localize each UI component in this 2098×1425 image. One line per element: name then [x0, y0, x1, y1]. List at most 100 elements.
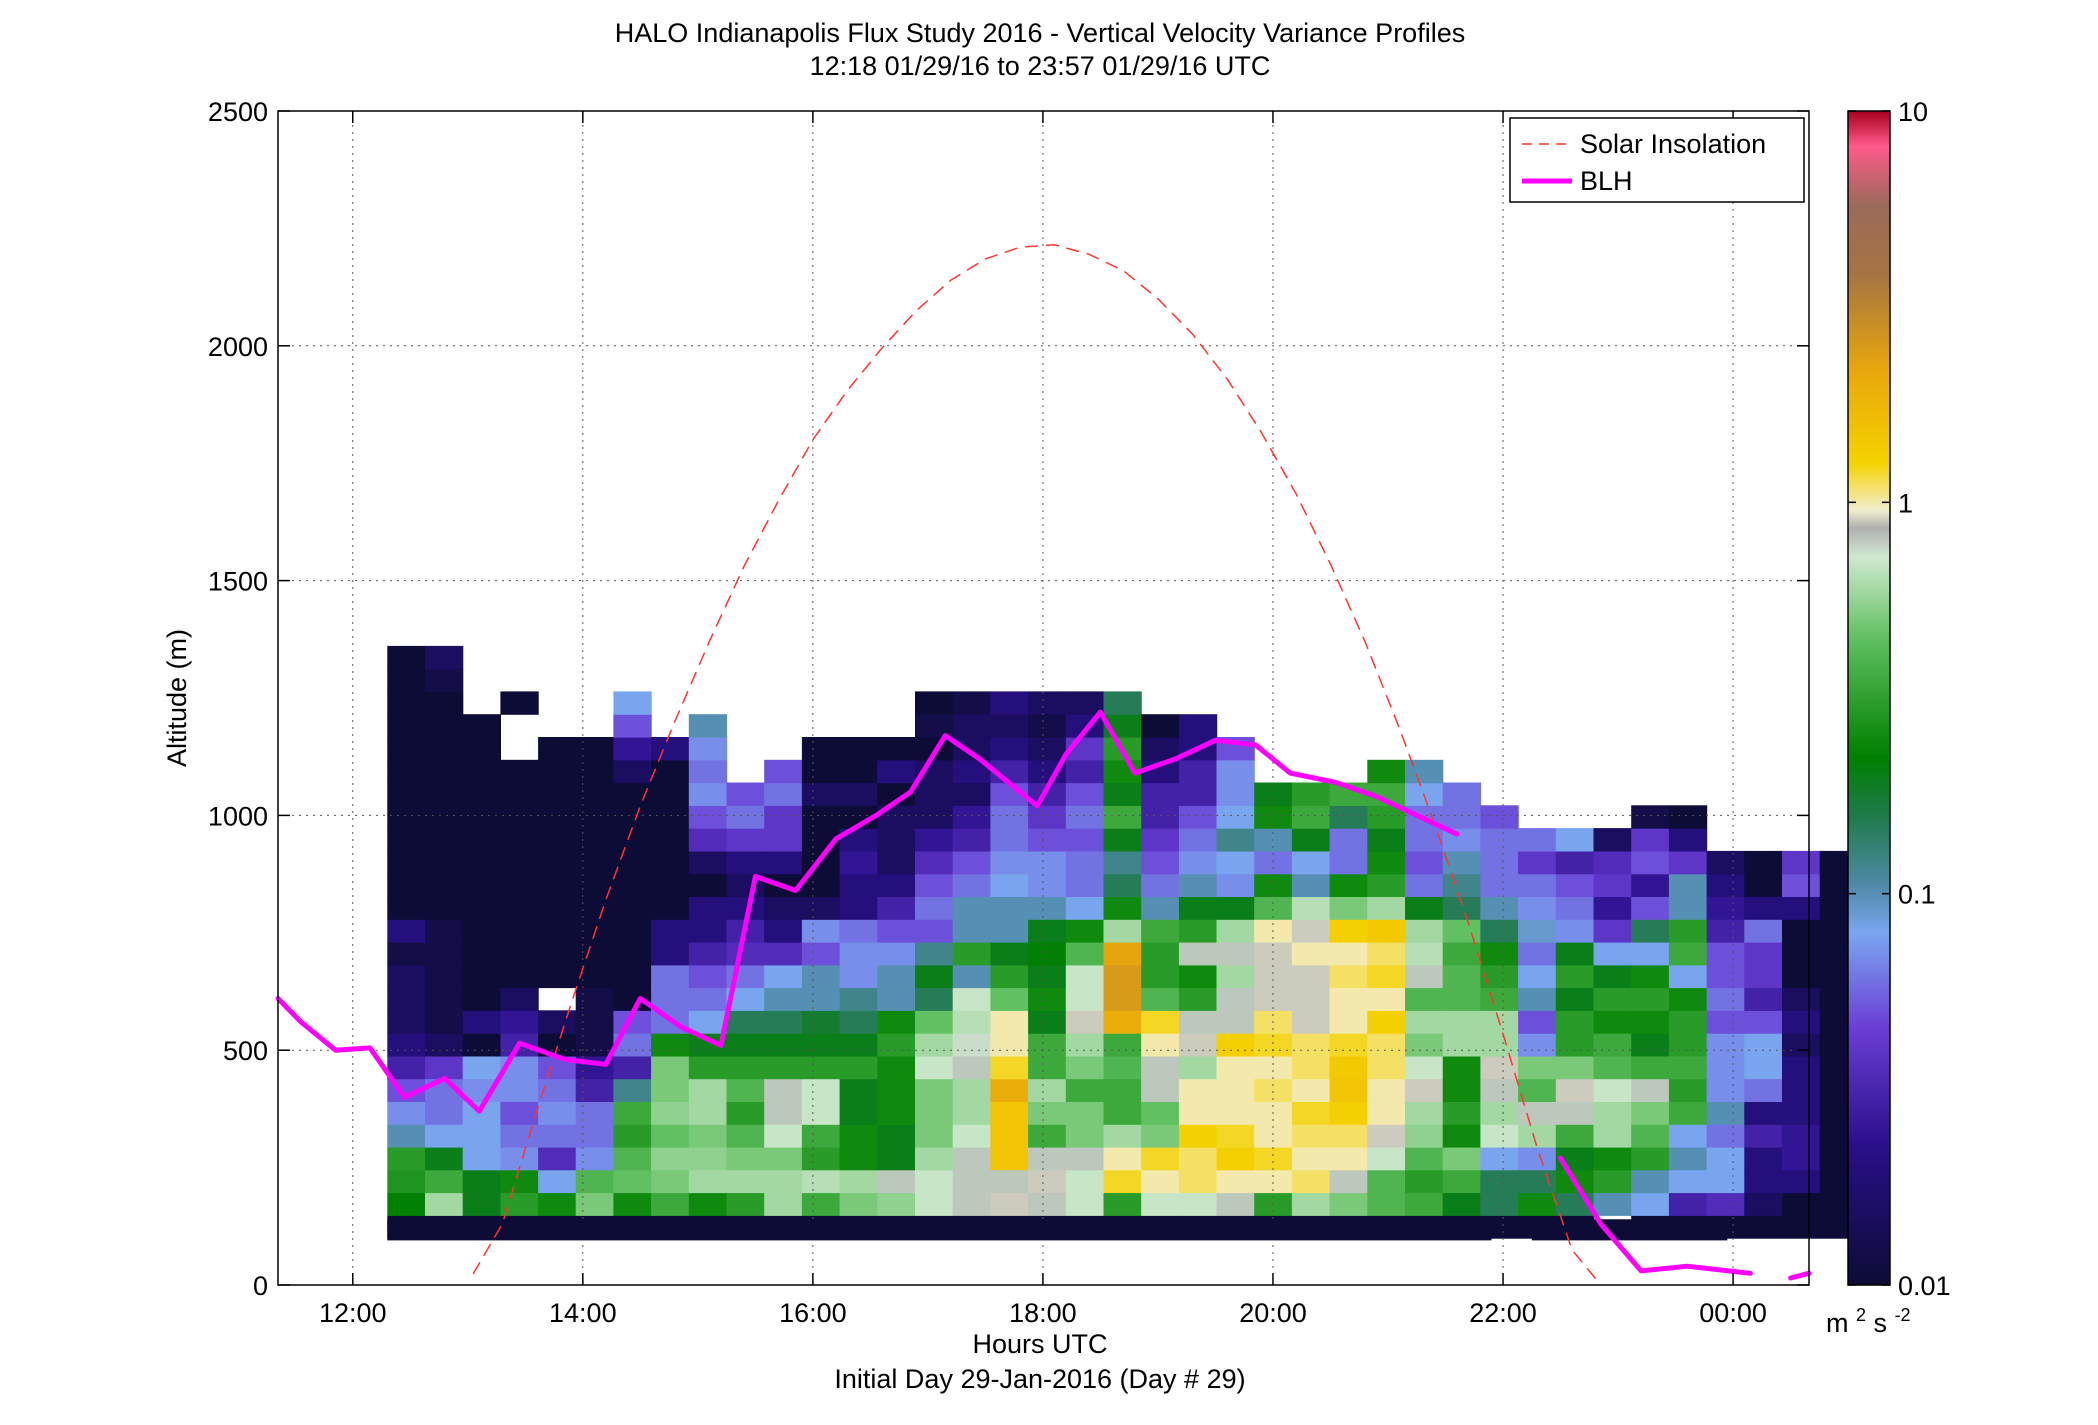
heatmap-cell: [1480, 919, 1519, 943]
heatmap-cell: [1178, 987, 1218, 1011]
heatmap-cell: [387, 668, 426, 692]
heatmap-cell: [1329, 805, 1368, 829]
heatmap-cell: [1141, 919, 1180, 943]
heatmap-cell: [1518, 828, 1557, 852]
heatmap-cell: [575, 1101, 614, 1125]
heatmap-cell: [688, 1146, 728, 1171]
heatmap-cell: [801, 759, 841, 784]
heatmap-cell: [839, 873, 878, 897]
heatmap-cell: [462, 737, 501, 761]
heatmap-cell: [538, 1169, 577, 1194]
heatmap-cell: [1744, 1010, 1783, 1034]
heatmap-cell: [500, 805, 539, 829]
heatmap-cell: [1480, 964, 1519, 989]
heatmap-cell: [915, 1169, 954, 1194]
heatmap-cell: [1744, 1078, 1783, 1102]
heatmap-cell: [387, 1192, 426, 1216]
heatmap-cell: [1442, 1055, 1481, 1080]
heatmap-cell: [462, 1146, 501, 1171]
heatmap-cell: [1329, 1192, 1368, 1216]
heatmap-cell: [952, 714, 991, 738]
heatmap-cell: [952, 782, 991, 806]
heatmap-cell: [1254, 850, 1293, 875]
heatmap-cell: [575, 850, 614, 875]
heatmap-cell: [1141, 782, 1180, 806]
heatmap-cell: [801, 1078, 841, 1102]
heatmap-cell: [1631, 964, 1670, 989]
heatmap-cell: [764, 805, 803, 829]
heatmap-cell: [1442, 805, 1481, 829]
colorbar-unit-exp1: 2: [1856, 1305, 1866, 1325]
heatmap-cell: [1216, 964, 1255, 989]
heatmap-cell: [1405, 828, 1444, 852]
heatmap-cell: [990, 1124, 1029, 1148]
heatmap-cell: [462, 828, 501, 852]
heatmap-cell: [425, 1101, 464, 1125]
heatmap-cell: [1178, 828, 1218, 852]
heatmap-cell: [387, 850, 426, 875]
heatmap-cell: [1593, 1146, 1632, 1171]
heatmap-cell: [500, 759, 539, 784]
heatmap-cell: [425, 805, 464, 829]
heatmap-cell: [764, 759, 803, 784]
heatmap-cell: [1141, 1055, 1180, 1080]
heatmap-cell: [839, 1101, 878, 1125]
heatmap-cell: [1065, 828, 1105, 852]
heatmap-cell: [1518, 942, 1557, 966]
heatmap-cell: [839, 1124, 878, 1148]
heatmap-cell: [1518, 1078, 1557, 1102]
heatmap-cell: [1442, 1146, 1481, 1171]
heatmap-cell: [613, 850, 652, 875]
heatmap-cell: [990, 737, 1029, 761]
heatmap-cell: [1518, 1010, 1557, 1034]
heatmap-cell: [1593, 987, 1632, 1011]
heatmap-cell: [1216, 1146, 1255, 1171]
heatmap-cell: [877, 1192, 916, 1216]
heatmap-cell: [1216, 987, 1255, 1011]
heatmap-cell: [1028, 896, 1067, 920]
heatmap-cell: [915, 850, 954, 875]
heatmap-cell: [1593, 919, 1632, 943]
heatmap-cell: [839, 942, 878, 966]
heatmap-cell: [1367, 1192, 1406, 1216]
heatmap-cell: [1254, 896, 1293, 920]
heatmap-cell: [877, 942, 916, 966]
heatmap-cell: [1555, 1101, 1595, 1125]
heatmap-cell: [1782, 942, 1821, 966]
heatmap-cell: [1480, 1101, 1519, 1125]
heatmap-cell: [1065, 1033, 1105, 1057]
heatmap-cell: [1706, 1192, 1745, 1216]
heatmap-cell: [387, 1010, 426, 1034]
heatmap-cell: [877, 1055, 916, 1080]
heatmap-cell: [651, 1192, 690, 1216]
heatmap-cell: [1782, 1192, 1821, 1216]
heatmap-cell: [1141, 942, 1180, 966]
heatmap-cell: [1555, 942, 1595, 966]
heatmap-cell: [1291, 896, 1331, 920]
heatmap-cell: [462, 1010, 501, 1034]
heatmap-cell: [1367, 1101, 1406, 1125]
heatmap-cell: [688, 964, 728, 989]
blh-line: [1788, 1270, 1812, 1281]
heatmap-cell: [1706, 964, 1745, 989]
heatmap-cell: [613, 714, 652, 738]
heatmap-cell: [1782, 850, 1821, 875]
heatmap-cell: [726, 805, 765, 829]
heatmap-cell: [1141, 828, 1180, 852]
heatmap-cell: [1480, 896, 1519, 920]
heatmap-cell: [1668, 1124, 1708, 1148]
heatmap-cell: [1706, 1101, 1745, 1125]
heatmap-cell: [575, 1078, 614, 1102]
heatmap-cell: [500, 850, 539, 875]
heatmap-cell: [877, 759, 916, 784]
heatmap-cell: [952, 1124, 991, 1148]
heatmap-cell: [1367, 850, 1406, 875]
heatmap-cell: [387, 1055, 426, 1080]
heatmap-cell: [839, 987, 878, 1011]
heatmap-cell: [990, 1101, 1029, 1125]
heatmap-cell: [1065, 987, 1105, 1011]
heatmap-cell: [1178, 942, 1218, 966]
heatmap-cell: [538, 737, 577, 761]
solar-insolation-line: [472, 244, 1602, 1286]
heatmap-cell: [1782, 1146, 1821, 1171]
